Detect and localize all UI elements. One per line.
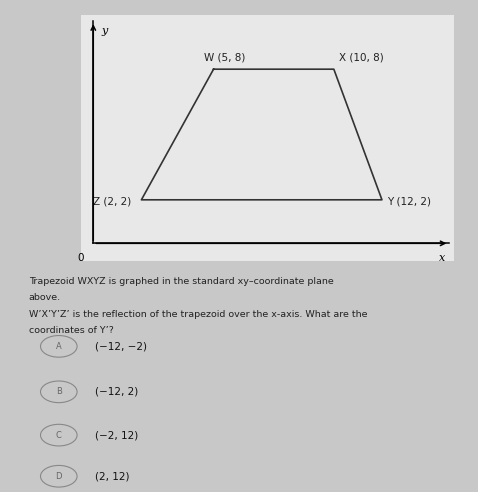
Text: x: x bbox=[439, 253, 445, 263]
Text: (−2, 12): (−2, 12) bbox=[95, 430, 139, 440]
Text: W (5, 8): W (5, 8) bbox=[204, 53, 245, 62]
Text: coordinates of Y’?: coordinates of Y’? bbox=[29, 326, 114, 335]
Text: Y (12, 2): Y (12, 2) bbox=[387, 197, 431, 207]
Text: Z (2, 2): Z (2, 2) bbox=[93, 197, 131, 207]
Text: (−12, 2): (−12, 2) bbox=[95, 387, 139, 397]
Text: 0: 0 bbox=[77, 253, 84, 263]
Text: Trapezoid WXYZ is graphed in the standard xy–coordinate plane: Trapezoid WXYZ is graphed in the standar… bbox=[29, 277, 334, 286]
Text: X (10, 8): X (10, 8) bbox=[338, 53, 383, 62]
Text: y: y bbox=[102, 26, 108, 35]
Text: A: A bbox=[56, 342, 62, 351]
Text: C: C bbox=[56, 430, 62, 440]
Text: above.: above. bbox=[29, 293, 61, 302]
Text: W’X’Y’Z’ is the reflection of the trapezoid over the x-axis. What are the: W’X’Y’Z’ is the reflection of the trapez… bbox=[29, 309, 367, 318]
Text: B: B bbox=[56, 387, 62, 397]
Text: (2, 12): (2, 12) bbox=[95, 471, 130, 481]
Text: D: D bbox=[55, 472, 62, 481]
Text: (−12, −2): (−12, −2) bbox=[95, 341, 147, 351]
